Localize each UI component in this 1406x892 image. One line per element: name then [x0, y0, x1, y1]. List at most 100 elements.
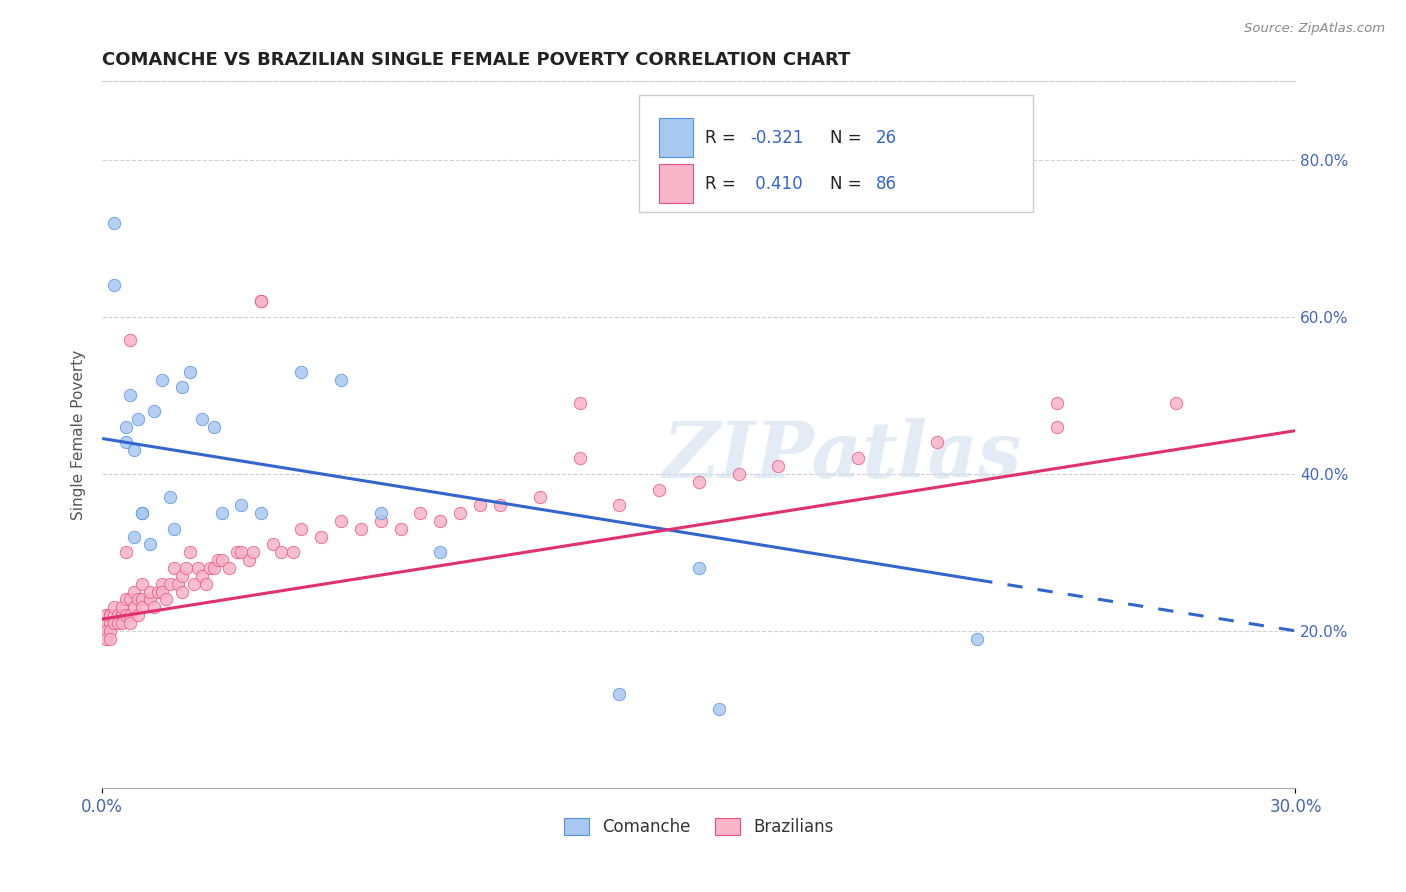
- Point: [98, 624, 121, 638]
- Point: [727, 467, 749, 481]
- Point: [449, 506, 471, 520]
- Point: [198, 561, 221, 575]
- Point: [118, 388, 141, 402]
- Text: R =: R =: [704, 175, 747, 193]
- Point: [226, 545, 249, 559]
- Point: [166, 576, 188, 591]
- Point: [231, 498, 253, 512]
- Point: [122, 530, 145, 544]
- Y-axis label: Single Female Poverty: Single Female Poverty: [72, 350, 86, 520]
- Text: 0.410: 0.410: [751, 175, 803, 193]
- FancyBboxPatch shape: [659, 164, 693, 203]
- Point: [103, 615, 125, 630]
- Point: [111, 600, 134, 615]
- Point: [139, 537, 162, 551]
- Text: R =: R =: [704, 128, 741, 147]
- Point: [115, 419, 138, 434]
- Point: [927, 435, 949, 450]
- Point: [131, 600, 153, 615]
- Point: [118, 592, 141, 607]
- Point: [170, 569, 193, 583]
- Point: [350, 522, 373, 536]
- Point: [103, 278, 125, 293]
- Legend: Comanche, Brazilians: Comanche, Brazilians: [557, 812, 841, 843]
- Point: [98, 608, 121, 623]
- Point: [207, 553, 229, 567]
- Point: [127, 592, 149, 607]
- Point: [122, 600, 145, 615]
- Point: [122, 584, 145, 599]
- Point: [163, 522, 186, 536]
- Point: [409, 506, 432, 520]
- Point: [118, 608, 141, 623]
- Point: [242, 545, 264, 559]
- Point: [202, 561, 225, 575]
- Point: [568, 451, 591, 466]
- Text: Source: ZipAtlas.com: Source: ZipAtlas.com: [1244, 22, 1385, 36]
- Point: [146, 584, 169, 599]
- Point: [607, 498, 630, 512]
- Point: [150, 576, 173, 591]
- Point: [107, 608, 129, 623]
- Point: [127, 412, 149, 426]
- Point: [250, 506, 273, 520]
- Point: [118, 615, 141, 630]
- Point: [159, 576, 181, 591]
- Point: [96, 608, 118, 623]
- Point: [309, 530, 332, 544]
- Point: [96, 632, 118, 646]
- Point: [290, 522, 312, 536]
- Point: [966, 632, 988, 646]
- Point: [98, 608, 121, 623]
- Point: [389, 522, 412, 536]
- Point: [96, 615, 118, 630]
- Point: [142, 404, 165, 418]
- Point: [370, 514, 392, 528]
- Point: [111, 608, 134, 623]
- Point: [1046, 396, 1069, 410]
- Point: [688, 561, 710, 575]
- Text: 26: 26: [876, 128, 897, 147]
- Text: COMANCHE VS BRAZILIAN SINGLE FEMALE POVERTY CORRELATION CHART: COMANCHE VS BRAZILIAN SINGLE FEMALE POVE…: [103, 51, 851, 69]
- Point: [1166, 396, 1188, 410]
- Point: [115, 545, 138, 559]
- Point: [142, 600, 165, 615]
- Point: [179, 545, 201, 559]
- Point: [238, 553, 260, 567]
- Text: 86: 86: [876, 175, 897, 193]
- Point: [118, 334, 141, 348]
- Point: [155, 592, 177, 607]
- Point: [183, 576, 205, 591]
- Point: [329, 373, 352, 387]
- Point: [250, 294, 273, 309]
- Point: [170, 584, 193, 599]
- Point: [290, 365, 312, 379]
- Point: [1046, 419, 1069, 434]
- Point: [429, 545, 451, 559]
- Point: [187, 561, 209, 575]
- Point: [648, 483, 671, 497]
- Point: [489, 498, 512, 512]
- Point: [170, 380, 193, 394]
- Point: [139, 584, 162, 599]
- Point: [115, 435, 138, 450]
- Point: [127, 608, 149, 623]
- Point: [429, 514, 451, 528]
- Point: [211, 506, 233, 520]
- Point: [103, 216, 125, 230]
- Point: [218, 561, 240, 575]
- Point: [179, 365, 201, 379]
- Point: [202, 419, 225, 434]
- Point: [607, 687, 630, 701]
- FancyBboxPatch shape: [640, 95, 1033, 212]
- Point: [370, 506, 392, 520]
- Point: [329, 514, 352, 528]
- Point: [103, 608, 125, 623]
- Point: [131, 576, 153, 591]
- Text: N =: N =: [830, 175, 868, 193]
- Point: [150, 373, 173, 387]
- Text: -0.321: -0.321: [751, 128, 804, 147]
- Point: [107, 615, 129, 630]
- Point: [139, 592, 162, 607]
- Point: [846, 451, 869, 466]
